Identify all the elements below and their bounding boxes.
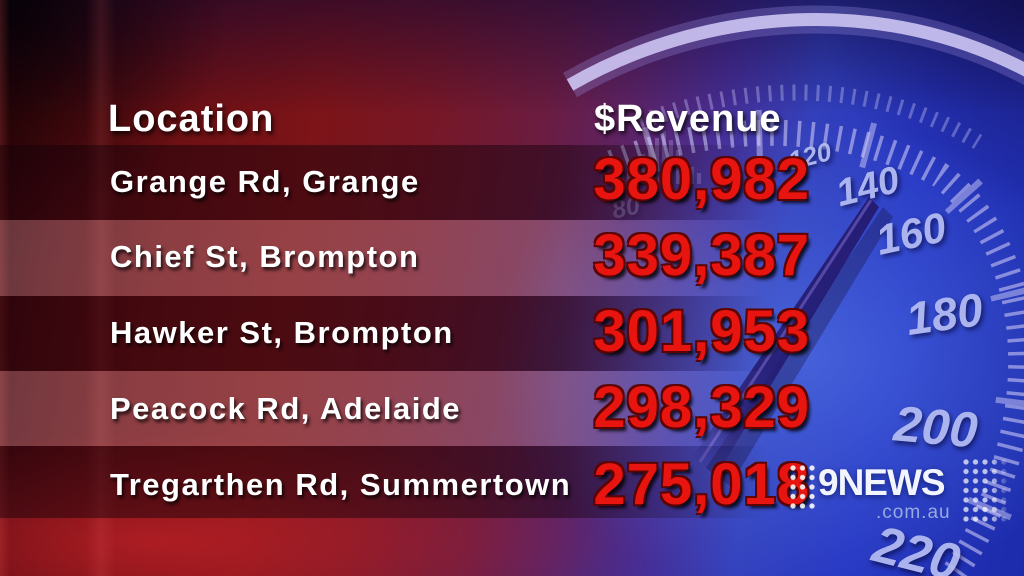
needle-highlight bbox=[698, 199, 873, 463]
needle-shadow bbox=[706, 207, 893, 486]
row-revenue-value: 380,982 bbox=[593, 147, 810, 212]
row-location-label: Hawker St, Brompton bbox=[110, 315, 454, 350]
nine-news-url: .com.au bbox=[876, 502, 951, 523]
row-band bbox=[0, 446, 1024, 518]
row-revenue-value: 298,329 bbox=[593, 375, 810, 440]
row-revenue-value: 339,387 bbox=[593, 223, 810, 288]
row-revenue-value: 275,018 bbox=[593, 452, 810, 517]
row-location-label: Tregarthen Rd, Summertown bbox=[110, 467, 572, 502]
tick-row-minor bbox=[607, 119, 1024, 576]
row-location-label: Peacock Rd, Adelaide bbox=[110, 391, 462, 426]
table-header-revenue: $Revenue bbox=[594, 98, 782, 140]
row-band bbox=[0, 220, 1024, 296]
row-band bbox=[0, 296, 1024, 371]
mini-bar-chart bbox=[620, 131, 701, 184]
row-revenue-value: 301,953 bbox=[593, 299, 810, 364]
row-location-label: Grange Rd, Grange bbox=[110, 164, 420, 199]
background-edge-streak bbox=[0, 0, 10, 576]
tick-row-minor-upper bbox=[637, 84, 983, 149]
nine-news-logo: 9NEWS bbox=[818, 462, 946, 503]
bezel-arc bbox=[566, 13, 1024, 91]
needle bbox=[692, 197, 879, 476]
nine-dots-pattern-right bbox=[962, 458, 1010, 524]
row-band bbox=[0, 145, 1024, 220]
table-header-location: Location bbox=[108, 98, 275, 140]
row-band bbox=[0, 371, 1024, 446]
background-light-streak bbox=[86, 0, 116, 576]
nine-dots-pattern-left bbox=[789, 464, 818, 511]
row-location-label: Chief St, Brompton bbox=[110, 239, 420, 274]
